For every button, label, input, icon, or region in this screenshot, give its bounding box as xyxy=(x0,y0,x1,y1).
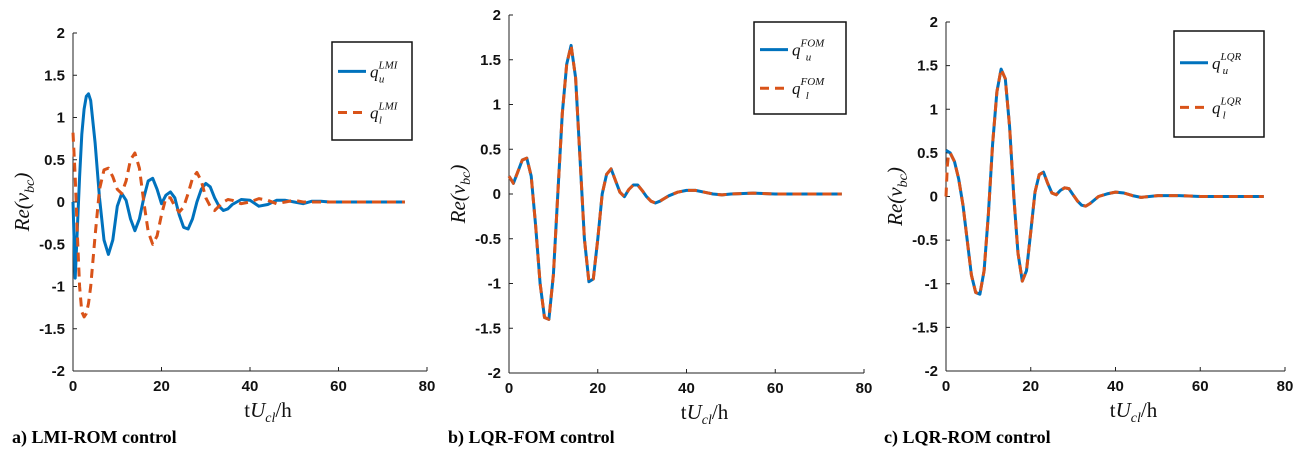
legend-entry: qLQR u xyxy=(1212,51,1242,77)
x-tick-label: 0 xyxy=(942,378,950,395)
y-tick-label: 1.5 xyxy=(917,58,938,75)
y-tick-label: -2 xyxy=(52,363,65,380)
y-axis-label: Re(vbc) xyxy=(446,165,474,225)
x-tick-label: 60 xyxy=(330,378,347,395)
legend-entry: qFOM u xyxy=(792,38,825,64)
x-axis-label: tUcl/h xyxy=(244,398,292,426)
x-tick-label: 0 xyxy=(69,378,77,395)
y-tick-label: -1 xyxy=(52,279,65,296)
series-line-lower xyxy=(71,132,405,319)
panel-caption: b) LQR-FOM control xyxy=(448,427,615,448)
x-tick-label: 20 xyxy=(1022,378,1039,395)
chart-panel-2: -2-1.5-1-0.500.511.520 20 40 60 80tUcl/hRe(v… xyxy=(446,7,872,448)
y-tick-label: -1.5 xyxy=(475,320,501,337)
y-tick-label: -2 xyxy=(925,363,938,380)
x-tick-label: 60 xyxy=(1192,378,1209,395)
chart-panel-3: -2-1.5-1-0.500.511.520 20 40 60 80tUcl/hRe(v… xyxy=(883,14,1293,448)
x-axis-label: tUcl/h xyxy=(681,400,729,428)
panel-caption: a) LMI-ROM control xyxy=(12,427,177,448)
chart-panel-1: -2-1.5-1-0.500.511.520 20 40 60 80tUcl/hRe(v… xyxy=(10,25,435,448)
x-tick-label: 20 xyxy=(153,378,170,395)
y-axis-label: Re(vbc) xyxy=(883,167,911,227)
legend-entry: qLMI l xyxy=(370,101,399,127)
series-line-upper xyxy=(71,92,405,280)
y-tick-label: 0 xyxy=(493,186,501,203)
y-axis-label: Re(vbc) xyxy=(10,173,38,233)
legend-box xyxy=(331,41,413,141)
y-tick-label: 2 xyxy=(930,14,938,31)
y-tick-label: 1 xyxy=(493,97,501,114)
legend: qLQR u qLQR l xyxy=(1173,30,1265,138)
y-tick-label: 0.5 xyxy=(480,141,501,158)
y-tick-label: 1.5 xyxy=(480,52,501,69)
x-axis-label: tUcl/h xyxy=(1110,398,1158,426)
y-tick-label: 2 xyxy=(57,25,65,42)
y-tick-label: 1 xyxy=(930,101,938,118)
y-tick-label: -0.5 xyxy=(912,232,938,249)
y-tick-label: -1.5 xyxy=(912,319,938,336)
y-tick-label: -1 xyxy=(488,276,501,293)
series-line-lower xyxy=(944,67,1264,296)
legend-box xyxy=(1173,30,1265,138)
legend: qFOM u qFOM l xyxy=(753,21,847,115)
y-tick-label: 0 xyxy=(57,194,65,211)
x-tick-label: 80 xyxy=(419,378,436,395)
legend-entry: qLMI u xyxy=(370,59,399,85)
panel-caption: c) LQR-ROM control xyxy=(884,427,1051,448)
x-tick-label: 0 xyxy=(505,380,513,397)
legend-entry: qFOM l xyxy=(792,76,825,102)
legend-box xyxy=(753,21,847,115)
y-tick-label: -0.5 xyxy=(39,236,65,253)
legend: qLMI u qLMI l xyxy=(331,41,413,141)
series-line-lower xyxy=(507,43,842,321)
y-tick-label: -0.5 xyxy=(475,231,501,248)
y-tick-label: -1.5 xyxy=(39,321,65,338)
y-tick-label: 0.5 xyxy=(44,152,65,169)
y-tick-label: 1 xyxy=(57,110,65,127)
y-tick-label: 0 xyxy=(930,189,938,206)
x-tick-label: 60 xyxy=(767,380,784,397)
y-tick-label: -1 xyxy=(925,276,938,293)
x-tick-label: 40 xyxy=(678,380,695,397)
y-tick-label: 0.5 xyxy=(917,145,938,162)
x-tick-label: 80 xyxy=(856,380,873,397)
y-tick-label: 1.5 xyxy=(44,67,65,84)
x-tick-label: 80 xyxy=(1277,378,1294,395)
x-tick-label: 40 xyxy=(1107,378,1124,395)
legend-entry: qLQR l xyxy=(1212,95,1242,121)
y-tick-label: 2 xyxy=(493,7,501,24)
x-tick-label: 40 xyxy=(242,378,259,395)
x-tick-label: 20 xyxy=(589,380,606,397)
y-tick-label: -2 xyxy=(488,365,501,382)
